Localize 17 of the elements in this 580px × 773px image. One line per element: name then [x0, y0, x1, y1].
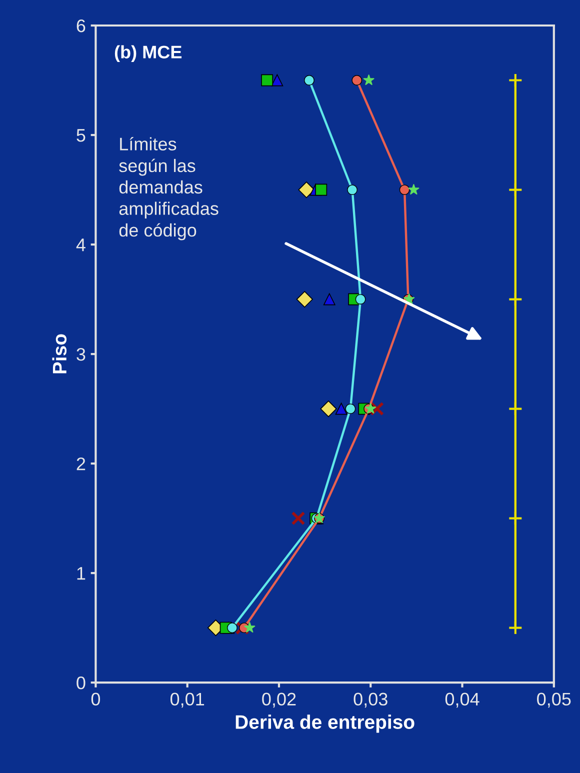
text: (b) MCE — [114, 45, 182, 62]
x-tick-label: 0,05 — [537, 692, 571, 708]
y-tick-label: 6 — [76, 19, 86, 32]
y-tick-label: 0 — [76, 676, 86, 690]
annotation: Límites según las demandas amplificadas de código — [119, 136, 218, 240]
y-tick-label: 5 — [76, 129, 86, 142]
y-axis-title: Piso — [52, 334, 67, 374]
y-tick-label: 1 — [77, 567, 86, 580]
y-tick-label: 4 — [76, 238, 86, 252]
x-axis-title: Deriva de entrepiso — [236, 714, 414, 733]
x-tick-label: 0 — [91, 692, 100, 706]
x-tick-label: 0,02 — [262, 692, 296, 708]
x-tick-label: 0,04 — [445, 692, 480, 708]
y-tick-label: 2 — [76, 457, 86, 470]
x-tick-label: 0,03 — [354, 692, 388, 708]
y-tick-label: 3 — [76, 348, 86, 361]
x-tick-label: 0,01 — [170, 692, 204, 708]
